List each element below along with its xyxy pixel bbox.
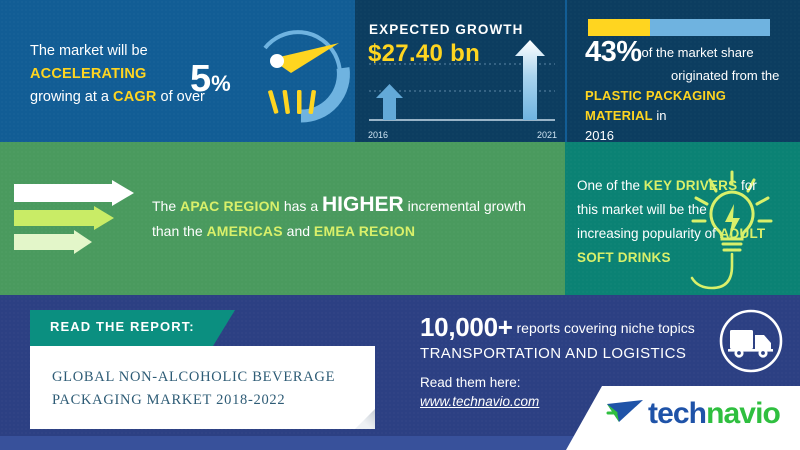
share-text-c: in [652,108,667,123]
logo-text-navio: navio [706,397,781,430]
report-card-header: READ THE REPORT: [30,310,235,346]
share-progress-bar [588,19,770,36]
cagr-value-symbol: % [211,71,231,96]
share-text-a: of the market share [641,45,754,60]
share-text-year: 2016 [585,128,614,143]
report-title-line2: PACKAGING MARKET 2018-2022 [52,392,286,408]
key-drivers-statement: One of the KEY DRIVERS for this market w… [577,174,772,270]
logo-plate [566,386,800,450]
read-here-label: Read them here: [420,375,521,390]
speedometer-icon [263,30,350,123]
region-statement: The APAC REGION has a HIGHER incremental… [152,192,552,244]
share-text-b: originated from the [671,68,780,83]
cagr-line1-prefix: The market will be [30,43,148,59]
key-drivers-panel: One of the KEY DRIVERS for this market w… [565,142,800,295]
cagr-statement: The market will be ACCELERATING growing … [30,40,260,109]
cagr-highlight-cagr: CAGR [113,89,157,105]
logo-text-tech: tech [648,397,707,430]
growth-bar-chart [369,40,555,121]
lightning-bolt-icon [725,204,740,238]
report-count: 10,000+ [420,312,513,342]
report-category: TRANSPORTATION AND LOGISTICS [420,345,687,362]
region-line2-b: and [282,223,314,239]
driver-line1-a: One of the [577,178,644,193]
panel-divider [565,0,567,142]
region-highlight-emea: EMEA REGION [313,223,416,239]
expected-growth-panel: EXPECTED GROWTH $27.40 bn 2016 2021 [355,0,565,142]
read-the-report-label: READ THE REPORT: [50,319,195,334]
driver-line3-a: increasing popularity of [577,226,720,241]
report-title-line1: GLOBAL NON-ALCOHOLIC BEVERAGE [52,369,336,385]
report-title: GLOBAL NON-ALCOHOLIC BEVERAGE PACKAGING … [52,366,352,412]
white-arrow [14,180,134,206]
lightbulb-icon [690,170,773,290]
lime-arrow [14,206,114,230]
share-bar-blue-segment [650,19,770,36]
paper-plane-icon [606,400,643,422]
expected-growth-title: EXPECTED GROWTH [369,22,524,37]
region-line1-a: The [152,198,181,214]
share-bar-yellow-segment [588,19,650,36]
report-card-body: GLOBAL NON-ALCOHOLIC BEVERAGE PACKAGING … [30,346,375,429]
driver-highlight-key-drivers: KEY DRIVERS [643,178,738,193]
region-line1-b: has a [279,198,322,214]
market-share-statement: 43%of the market share originated from t… [585,38,790,146]
logo-text: technavio [648,397,781,430]
share-highlight-material: PLASTIC PACKAGING MATERIAL [585,88,727,123]
share-percent: 43% [585,36,642,68]
report-card[interactable]: READ THE REPORT: GLOBAL NON-ALCOHOLIC BE… [30,310,375,435]
chart-xtick-2021: 2021 [536,130,557,140]
market-share-panel: 43%of the market share originated from t… [565,0,800,143]
region-line2-a: than the [152,223,207,239]
truck-icon [719,309,783,373]
region-highlight-apac: APAC REGION [180,198,280,214]
region-line1-c: incremental growth [403,198,526,214]
region-highlight-americas: AMERICAS [206,223,283,239]
expected-growth-value: $27.40 bn [368,40,481,67]
driver-line1-b: for [737,178,757,193]
cagr-panel: The market will be ACCELERATING growing … [0,0,355,142]
cagr-value: 5% [190,60,231,98]
pale-green-arrow [14,230,92,254]
bar-2021 [515,40,545,120]
report-count-line: 10,000+ reports covering niche topics [420,312,695,343]
region-highlight-higher: HIGHER [322,193,404,216]
cagr-value-number: 5 [190,58,212,100]
region-arrows-group [14,180,134,254]
cagr-highlight-accelerating: ACCELERATING [30,66,147,82]
bar-2016 [376,84,403,120]
cagr-line2-prefix: growing at a [30,89,114,105]
technavio-logo[interactable]: technavio [605,397,781,430]
chart-xtick-2016: 2016 [368,130,389,140]
report-count-suffix: reports covering niche topics [512,320,695,336]
driver-highlight-soft-drinks: SOFT DRINKS [577,250,671,265]
cagr-line2-suffix: of over [156,89,205,105]
technavio-url-link[interactable]: www.technavio.com [420,394,540,409]
driver-line2: this market will be the [577,202,707,217]
driver-highlight-adult: ADULT [719,226,766,241]
